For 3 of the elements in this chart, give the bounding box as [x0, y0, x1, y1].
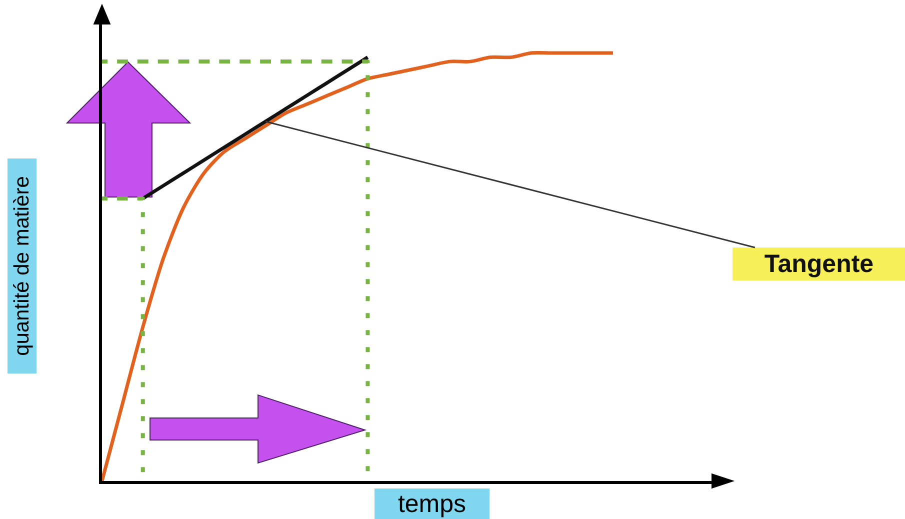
y-axis-title: quantité de matière [10, 176, 34, 356]
x-axis-title: temps [398, 490, 466, 518]
text: Tangente [764, 250, 874, 278]
